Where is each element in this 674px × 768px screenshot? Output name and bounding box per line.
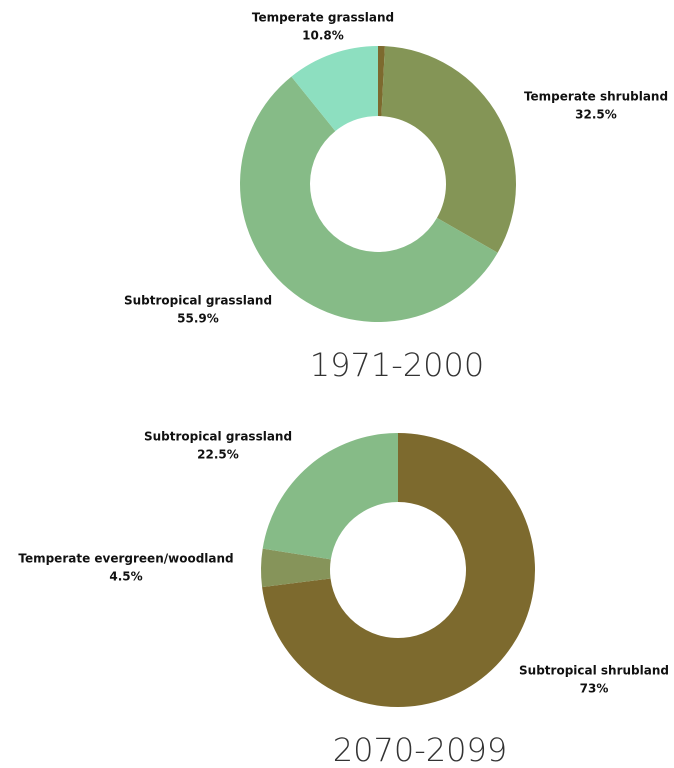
donut-slice [239, 76, 498, 323]
donut-slice [261, 548, 331, 588]
slice-value-label: 73% [580, 682, 609, 696]
chart-title: 2070-2099 [333, 731, 507, 768]
donut-slice [262, 433, 398, 560]
slice-value-label: 32.5% [575, 108, 617, 122]
slice-value-label: 10.8% [302, 29, 344, 43]
slice-value-label: 22.5% [197, 448, 239, 462]
donut-slice [262, 433, 535, 707]
slice-label: Temperate shrubland [524, 90, 668, 104]
donut-slice [381, 46, 516, 253]
slice-label: Subtropical grassland [144, 430, 292, 444]
slice-value-label: 55.9% [177, 312, 219, 326]
donut-slice [291, 46, 378, 132]
chart-title: 1971-2000 [310, 346, 484, 384]
donut-slice [378, 46, 385, 117]
slice-label: Temperate evergreen/woodland [18, 552, 233, 566]
slice-label: Subtropical grassland [124, 294, 272, 308]
slice-label: Subtropical shrubland [519, 664, 669, 678]
slice-label: Temperate grassland [252, 11, 394, 25]
slice-value-label: 4.5% [109, 570, 142, 584]
